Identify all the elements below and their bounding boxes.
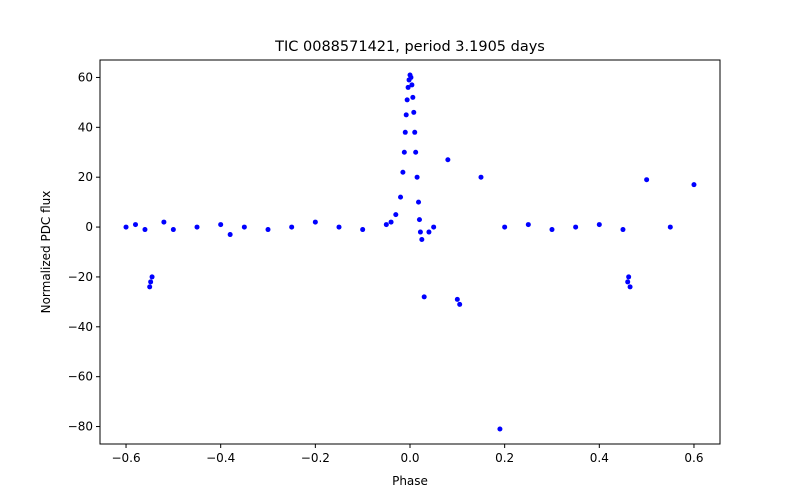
data-point	[398, 194, 404, 200]
data-point	[312, 219, 318, 225]
data-point	[409, 82, 415, 88]
data-point	[408, 74, 414, 80]
x-tick-label: 0.4	[590, 451, 609, 465]
data-point	[413, 149, 419, 155]
data-point	[644, 177, 650, 183]
x-tick-label: 0.2	[495, 451, 514, 465]
data-points	[123, 72, 697, 432]
data-point	[170, 227, 176, 233]
y-tick-label: 60	[78, 70, 93, 84]
data-point	[549, 227, 555, 233]
data-point	[625, 279, 631, 285]
data-point	[147, 284, 153, 290]
data-point	[401, 149, 407, 155]
x-tick-label: 0.6	[684, 451, 703, 465]
data-point	[412, 129, 418, 135]
data-point	[421, 294, 427, 300]
data-point	[218, 222, 224, 228]
data-point	[431, 224, 437, 230]
y-axis: −80 −60 −40 −20 0 20 40 60	[68, 70, 100, 434]
data-point	[142, 227, 148, 233]
data-point	[414, 174, 420, 180]
y-tick-label: −20	[68, 270, 93, 284]
data-point	[148, 279, 154, 285]
chart-title: TIC 0088571421, period 3.1905 days	[274, 39, 545, 55]
data-point	[457, 301, 463, 307]
data-point	[400, 169, 406, 175]
data-point	[691, 182, 697, 188]
data-point	[402, 129, 408, 135]
y-tick-label: −80	[68, 420, 93, 434]
data-point	[123, 224, 129, 230]
data-point	[502, 224, 508, 230]
data-point	[336, 224, 342, 230]
data-point	[445, 157, 451, 163]
data-point	[497, 426, 503, 432]
data-point	[426, 229, 432, 235]
data-point	[416, 217, 422, 223]
data-point	[573, 224, 579, 230]
y-tick-label: 0	[85, 220, 93, 234]
data-point	[265, 227, 271, 233]
data-point	[289, 224, 295, 230]
data-point	[403, 112, 409, 118]
data-point	[411, 109, 417, 115]
y-tick-label: −60	[68, 370, 93, 384]
data-point	[620, 227, 626, 233]
plot-frame	[99, 59, 721, 445]
data-point	[388, 219, 394, 225]
x-axis-title: Phase	[392, 474, 428, 488]
data-point	[454, 296, 460, 302]
data-point	[161, 219, 167, 225]
data-point	[478, 174, 484, 180]
x-axis: −0.6 −0.4 −0.2 0.0 0.2 0.4 0.6	[111, 444, 704, 465]
data-point	[393, 212, 399, 218]
data-point	[417, 229, 423, 235]
x-tick-label: −0.6	[111, 451, 140, 465]
x-tick-label: −0.2	[301, 451, 330, 465]
data-point	[416, 199, 422, 205]
data-point	[404, 97, 410, 103]
data-point	[525, 222, 531, 228]
data-point	[596, 222, 602, 228]
data-point	[132, 222, 138, 228]
data-point	[227, 232, 233, 238]
data-point	[667, 224, 673, 230]
data-point	[627, 284, 633, 290]
data-point	[383, 222, 389, 228]
data-point	[360, 227, 366, 233]
data-point	[410, 94, 416, 100]
data-point	[405, 84, 411, 90]
x-tick-label: 0.0	[400, 451, 419, 465]
y-axis-title: Normalized PDC flux	[39, 191, 53, 314]
x-tick-label: −0.4	[206, 451, 235, 465]
data-point	[149, 274, 155, 280]
y-tick-label: 40	[78, 120, 93, 134]
y-tick-label: 20	[78, 170, 93, 184]
data-point	[241, 224, 247, 230]
y-tick-label: −40	[68, 320, 93, 334]
data-point	[626, 274, 632, 280]
data-point	[419, 237, 425, 243]
data-point	[194, 224, 200, 230]
